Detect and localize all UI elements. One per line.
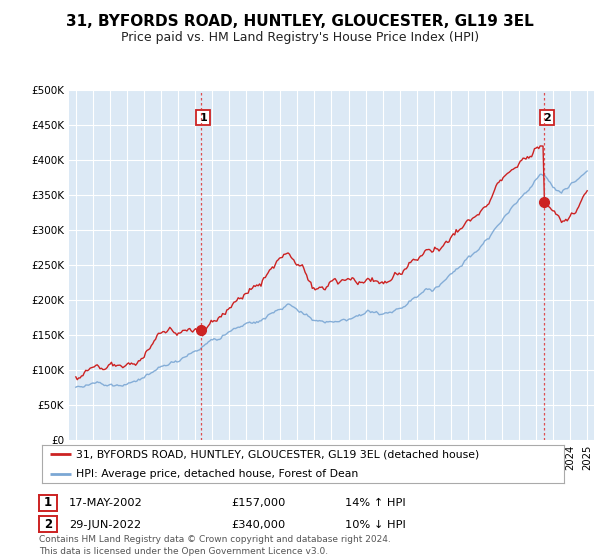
Text: 10% ↓ HPI: 10% ↓ HPI <box>345 520 406 530</box>
Text: Price paid vs. HM Land Registry's House Price Index (HPI): Price paid vs. HM Land Registry's House … <box>121 31 479 44</box>
Text: 2: 2 <box>543 113 551 123</box>
Text: 31, BYFORDS ROAD, HUNTLEY, GLOUCESTER, GL19 3EL: 31, BYFORDS ROAD, HUNTLEY, GLOUCESTER, G… <box>66 14 534 29</box>
Text: £340,000: £340,000 <box>231 520 285 530</box>
Text: 14% ↑ HPI: 14% ↑ HPI <box>345 498 406 508</box>
Text: Contains HM Land Registry data © Crown copyright and database right 2024.
This d: Contains HM Land Registry data © Crown c… <box>39 535 391 556</box>
Text: 17-MAY-2002: 17-MAY-2002 <box>69 498 143 508</box>
Text: 1: 1 <box>44 496 52 510</box>
Text: £157,000: £157,000 <box>231 498 286 508</box>
Text: 29-JUN-2022: 29-JUN-2022 <box>69 520 141 530</box>
Text: HPI: Average price, detached house, Forest of Dean: HPI: Average price, detached house, Fore… <box>76 469 358 479</box>
Text: 2: 2 <box>44 517 52 531</box>
Text: 1: 1 <box>199 113 207 123</box>
Text: 31, BYFORDS ROAD, HUNTLEY, GLOUCESTER, GL19 3EL (detached house): 31, BYFORDS ROAD, HUNTLEY, GLOUCESTER, G… <box>76 449 479 459</box>
